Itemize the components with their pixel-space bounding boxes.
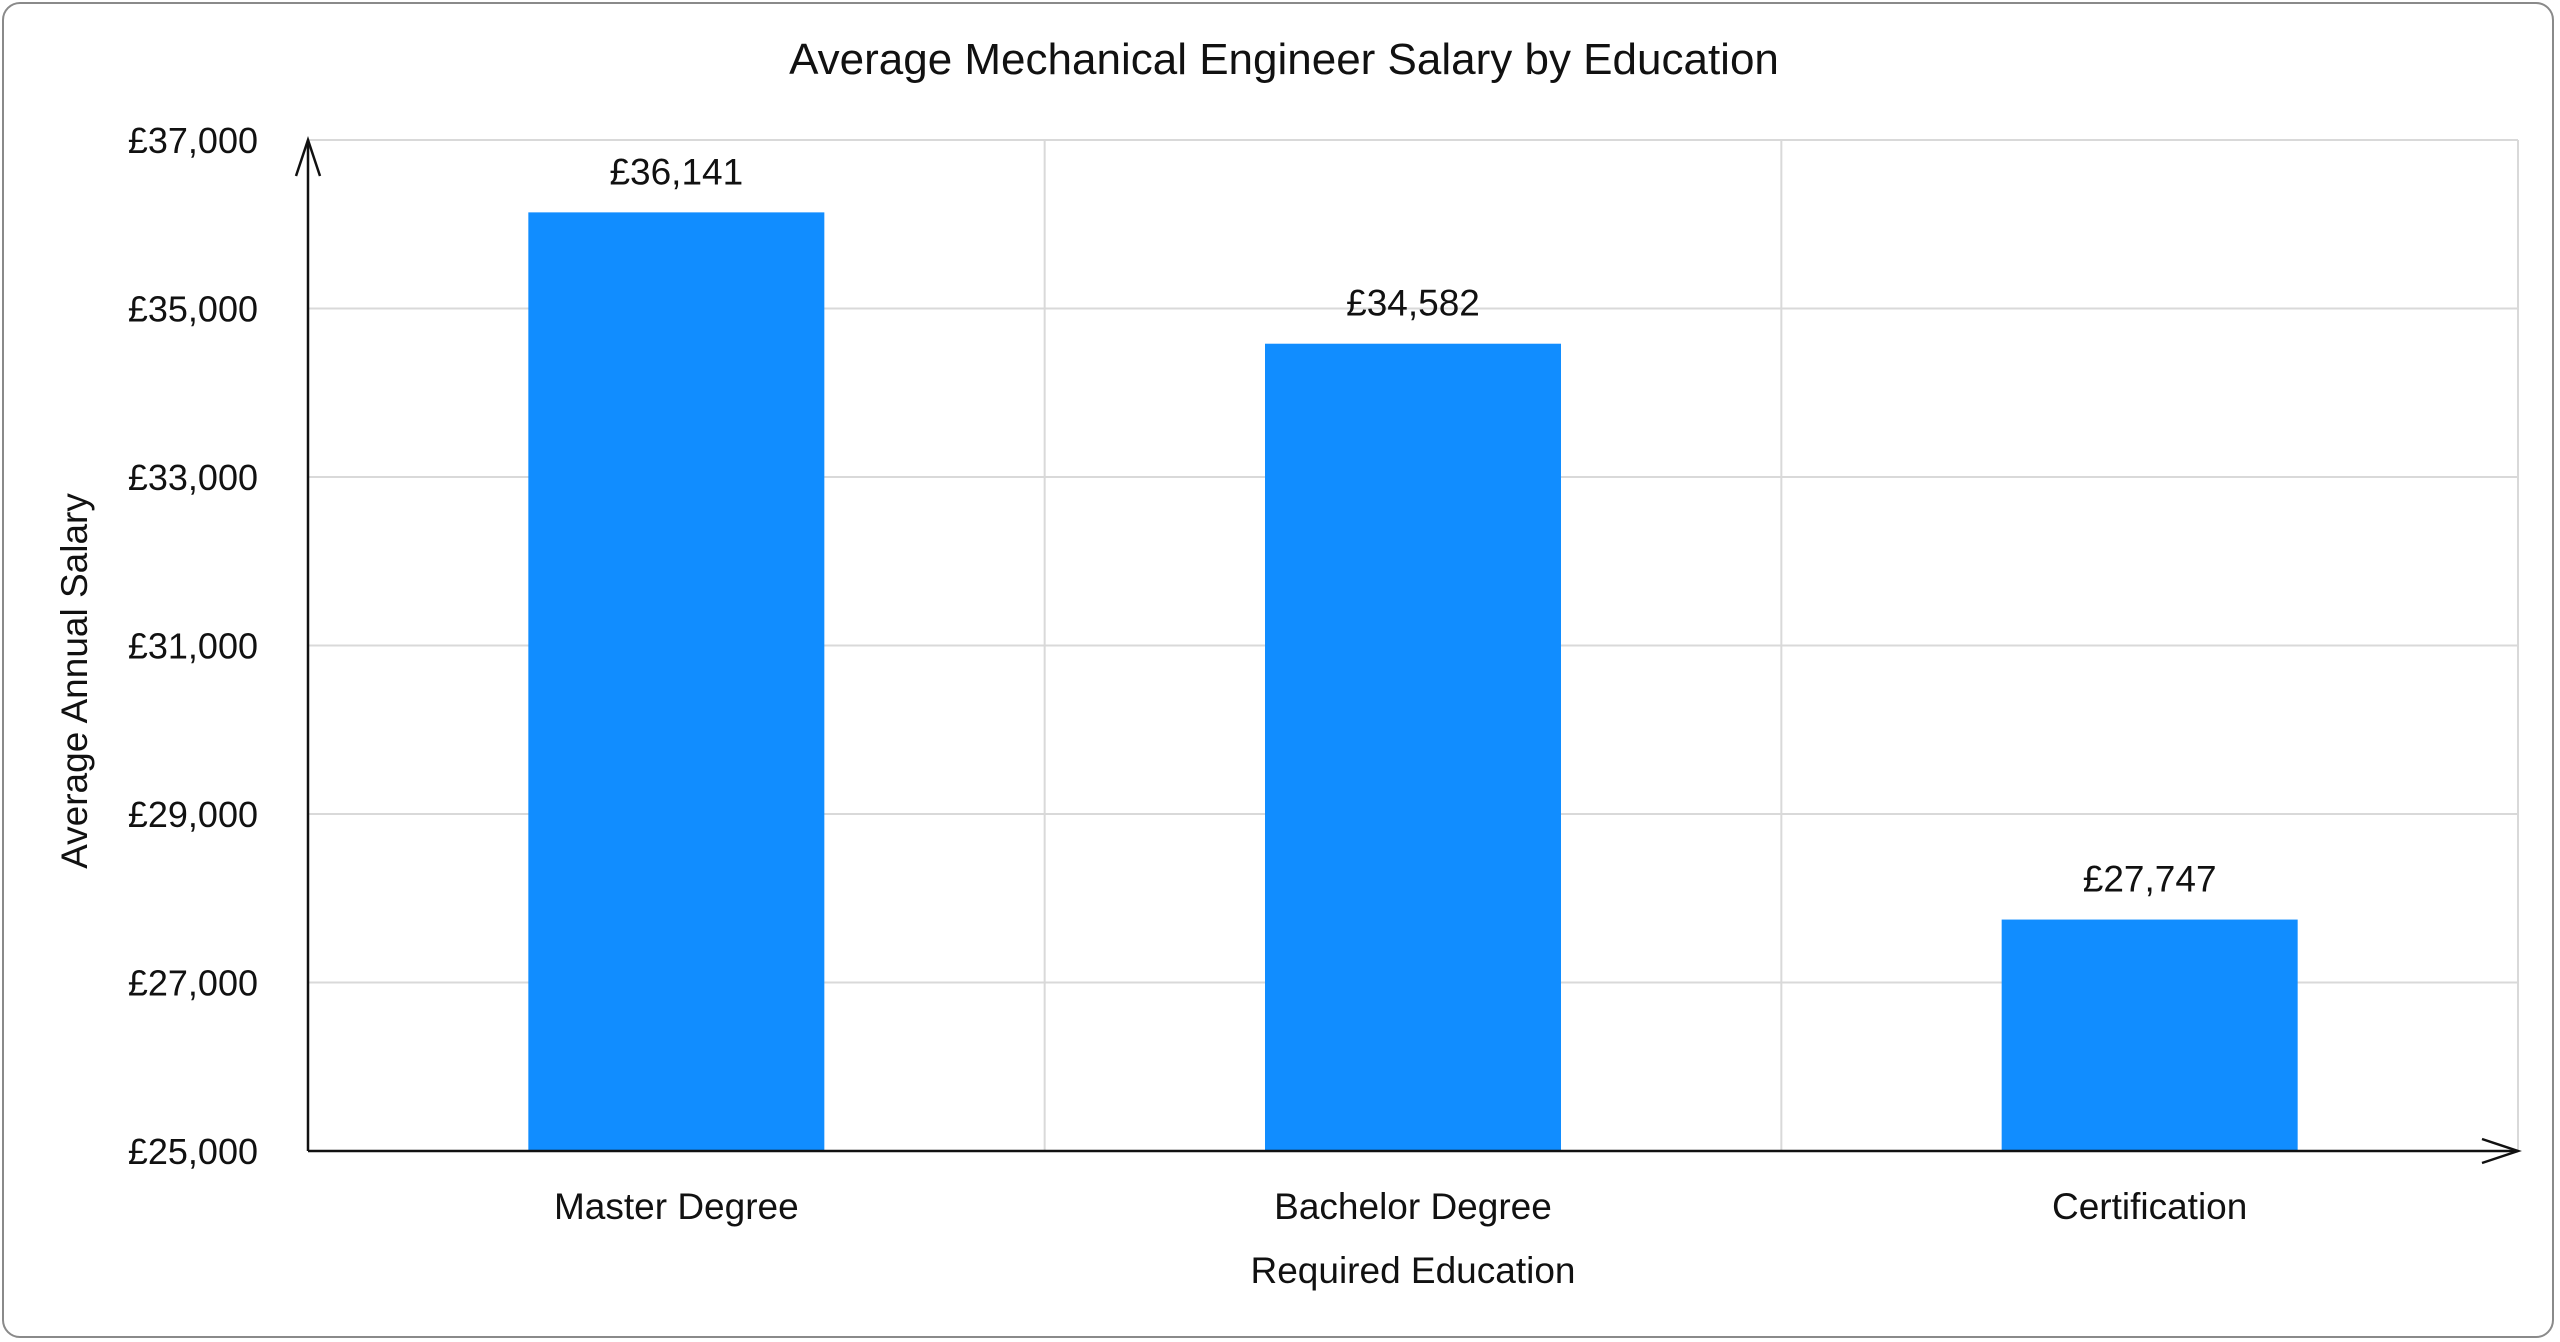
- chart-title: Average Mechanical Engineer Salary by Ed…: [789, 35, 1779, 84]
- bar: [1265, 343, 1561, 1151]
- y-axis-title: Average Annual Salary: [54, 493, 95, 869]
- x-tick-label: Master Degree: [554, 1186, 799, 1227]
- bar-value-label: £36,141: [609, 151, 743, 192]
- y-tick-label: £37,000: [128, 120, 258, 161]
- x-tick-label: Certification: [2052, 1186, 2247, 1227]
- bars: [528, 212, 2298, 1152]
- bar-value-label: £27,747: [2083, 859, 2217, 900]
- y-tick-label: £29,000: [128, 794, 258, 835]
- labels: £25,000 £27,000 £29,000 £31,000 £33,000 £35,0…: [128, 120, 2247, 1227]
- x-tick-label: Bachelor Degree: [1274, 1186, 1552, 1227]
- y-tick-label: £33,000: [128, 457, 258, 498]
- bar-value-label: £34,582: [1346, 283, 1480, 324]
- y-axis-arrow: [294, 136, 322, 177]
- x-axis-title: Required Education: [1251, 1250, 1576, 1291]
- bar: [2001, 919, 2298, 1151]
- y-tick-label: £31,000: [128, 626, 258, 667]
- y-tick-label: £35,000: [128, 289, 258, 330]
- axes: [294, 136, 2522, 1165]
- x-axis-arrow: [2481, 1137, 2522, 1165]
- bar: [528, 212, 825, 1152]
- y-tick-label: £25,000: [128, 1131, 258, 1172]
- y-tick-label: £27,000: [128, 963, 258, 1004]
